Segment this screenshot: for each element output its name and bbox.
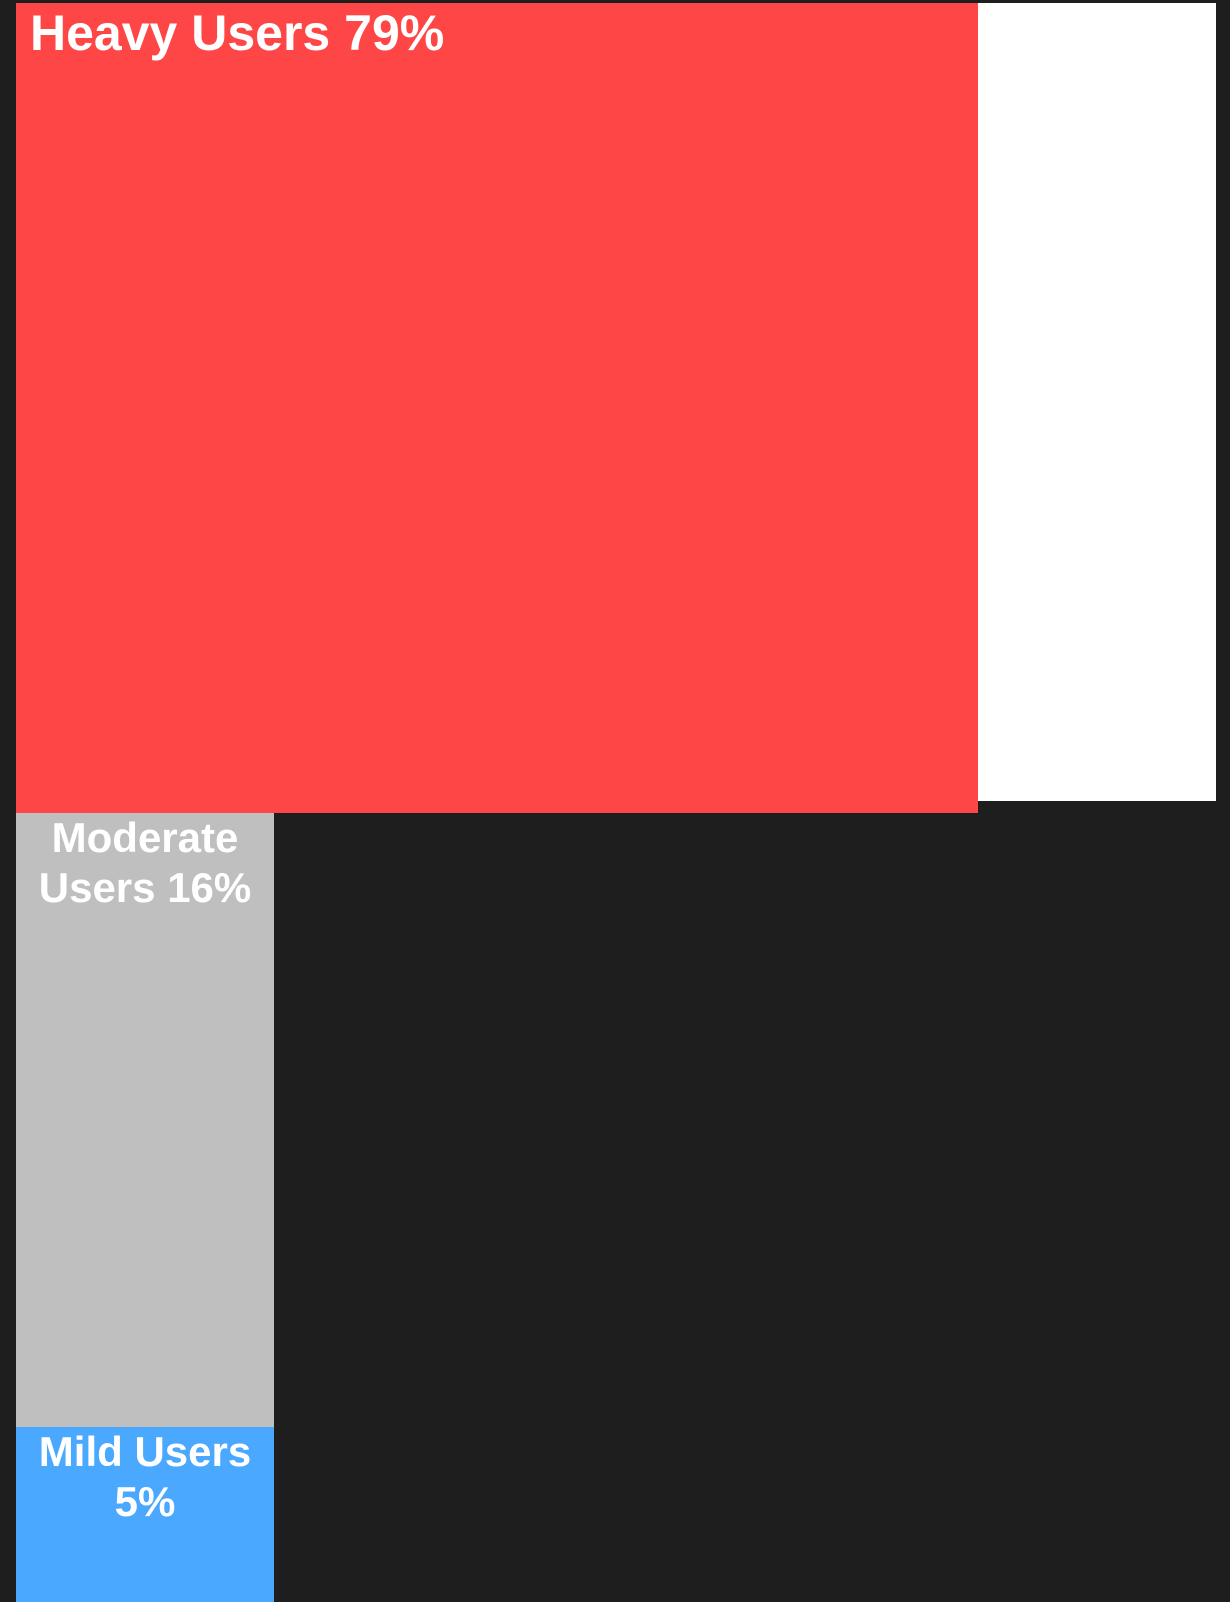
value-label: 79%: [344, 5, 445, 61]
tile: Heavy Users 79%: [16, 3, 978, 813]
tile-label: Mild Users 5%: [20, 1427, 270, 1528]
tile-label: Moderate Users 16%: [20, 813, 270, 914]
category-label: Heavy Users: [30, 5, 331, 61]
value-label: 5%: [114, 1478, 176, 1526]
category-label: Mild Users: [38, 1428, 252, 1475]
page: Heavy Users 79% Moderate Users 16% Mild Us…: [16, 3, 1216, 1602]
tile: Moderate Users 16%: [16, 813, 274, 1427]
value-label: 16%: [167, 864, 252, 912]
treemap: Heavy Users 79% Moderate Users 16% Mild Us…: [16, 3, 1216, 1602]
tile-label: Heavy Users 79%: [30, 3, 978, 63]
tile: Mild Users 5%: [16, 1427, 274, 1602]
